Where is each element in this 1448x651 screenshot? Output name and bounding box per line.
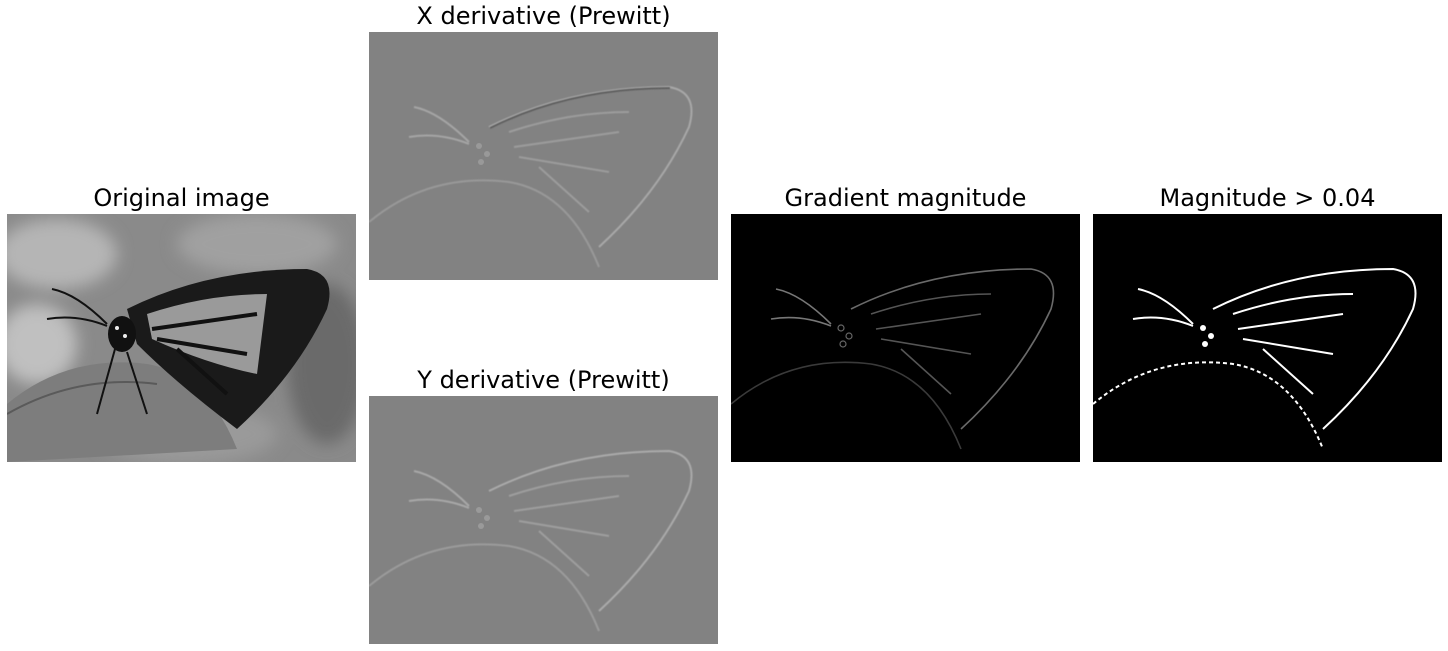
gradient-magnitude-title: Gradient magnitude (784, 184, 1027, 212)
original-image-title: Original image (93, 184, 270, 212)
threshold-title: Magnitude > 0.04 (1159, 184, 1376, 212)
x-derivative-title: X derivative (Prewitt) (416, 2, 671, 30)
gradient-magnitude-image (731, 214, 1080, 462)
y-derivative-panel: Y derivative (Prewitt) (369, 366, 718, 644)
y-derivative-image (369, 396, 718, 644)
original-image-panel: Original image (7, 184, 356, 462)
original-butterfly-image (7, 214, 356, 462)
y-derivative-title: Y derivative (Prewitt) (417, 366, 670, 394)
x-derivative-image (369, 32, 718, 280)
threshold-panel: Magnitude > 0.04 (1093, 184, 1442, 462)
gradient-magnitude-panel: Gradient magnitude (731, 184, 1080, 462)
threshold-image (1093, 214, 1442, 462)
x-derivative-panel: X derivative (Prewitt) (369, 2, 718, 280)
